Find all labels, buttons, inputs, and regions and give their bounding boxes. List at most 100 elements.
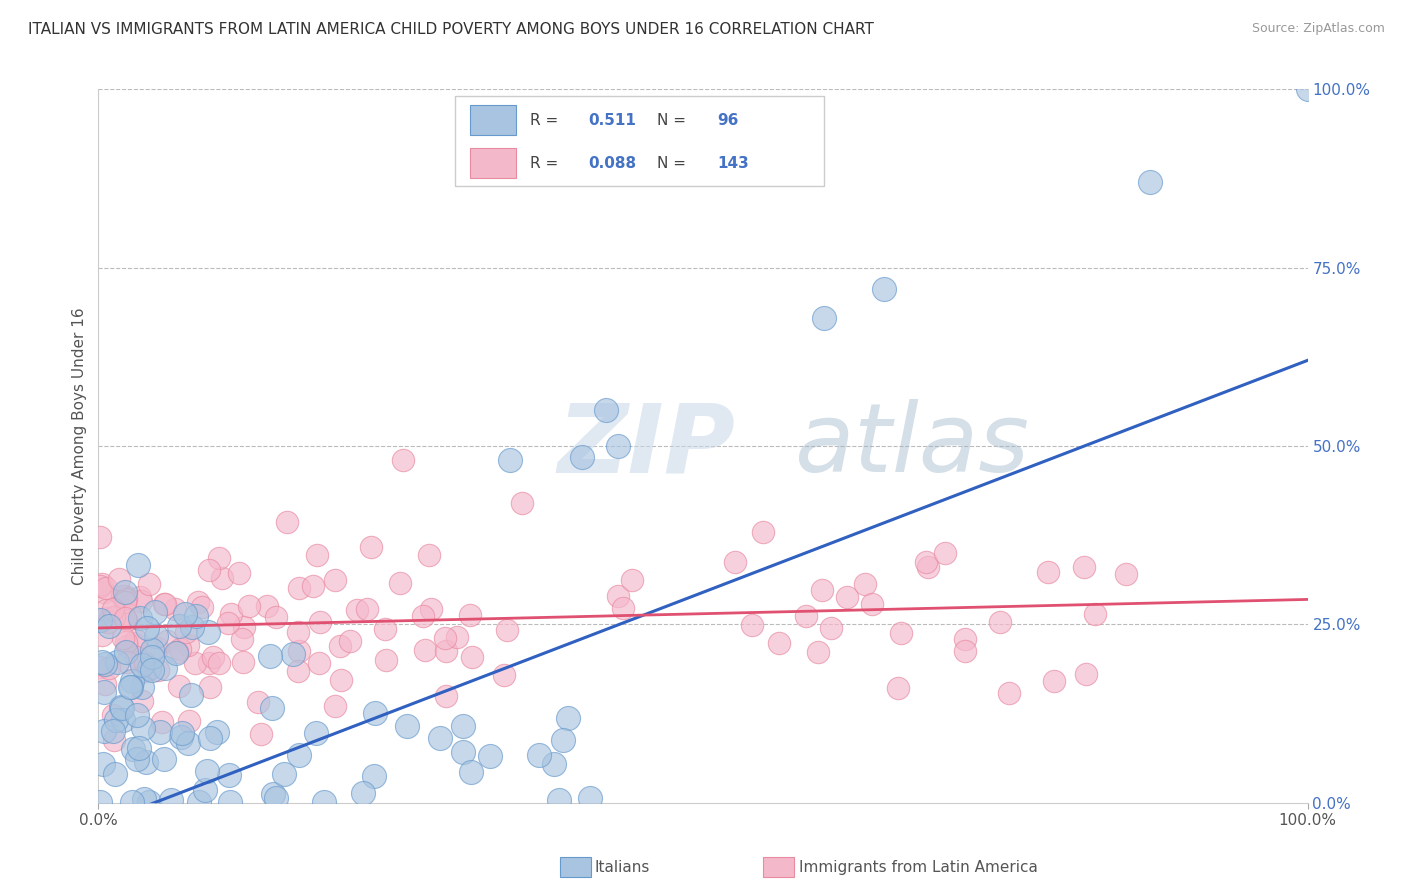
Point (232, 620, 254, 634)
Point (141, 649, 163, 664)
Point (170, 730, 193, 744)
Point (194, 782, 217, 797)
Point (134, 792, 156, 806)
Point (145, 629, 167, 643)
Point (160, 792, 183, 806)
Point (249, 726, 271, 740)
Point (752, 524, 775, 539)
Point (91, 655, 114, 669)
Point (527, 747, 550, 762)
Point (256, 599, 278, 614)
Point (391, 453, 413, 467)
Point (606, 589, 628, 603)
Point (364, 706, 387, 720)
Point (170, 725, 193, 739)
Point (115, 639, 138, 653)
Point (460, 764, 482, 779)
Point (915, 556, 938, 570)
Point (141, 642, 163, 657)
Point (177, 638, 200, 652)
Point (287, 625, 309, 640)
Point (104, 713, 127, 727)
Point (97, 615, 120, 629)
Point (188, 795, 211, 809)
Point (374, 623, 396, 637)
Point (247, 694, 270, 708)
Point (114, 634, 136, 648)
Point (89, 613, 111, 627)
Point (356, 602, 378, 616)
Point (820, 621, 842, 635)
Point (219, 607, 242, 621)
Point (115, 655, 138, 669)
Point (112, 631, 135, 645)
Point (197, 656, 219, 670)
Point (108, 572, 131, 586)
Point (955, 632, 977, 646)
Point (93, 724, 115, 739)
Point (134, 755, 156, 769)
Point (418, 549, 440, 563)
Point (1139, 175, 1161, 189)
Point (101, 708, 124, 723)
Point (183, 656, 205, 670)
Point (141, 663, 163, 677)
Text: 96: 96 (717, 113, 740, 128)
Point (98, 661, 121, 675)
Point (259, 649, 281, 664)
Point (813, 310, 835, 325)
Text: N =: N = (657, 156, 690, 170)
Point (264, 609, 287, 624)
Point (434, 631, 457, 645)
Point (180, 620, 202, 634)
Point (363, 769, 385, 783)
Point (276, 515, 298, 529)
Point (741, 618, 763, 632)
Point (434, 643, 457, 657)
Point (143, 606, 166, 620)
Point (571, 450, 593, 464)
Point (146, 663, 169, 677)
Point (346, 603, 368, 617)
Point (111, 590, 134, 604)
Point (131, 594, 153, 608)
Point (860, 597, 883, 611)
Point (146, 641, 169, 656)
Point (1036, 565, 1059, 579)
Point (228, 566, 250, 580)
Point (557, 711, 579, 725)
Point (198, 731, 221, 746)
Text: Italians: Italians (595, 860, 650, 874)
Point (305, 725, 328, 739)
Point (115, 592, 138, 607)
Point (97, 619, 120, 633)
Point (273, 767, 295, 781)
Point (127, 558, 149, 573)
Point (173, 607, 195, 621)
FancyBboxPatch shape (470, 148, 516, 178)
Point (121, 680, 143, 694)
Point (114, 589, 136, 603)
Point (93, 685, 115, 699)
Point (93, 585, 115, 599)
Point (288, 747, 311, 762)
Point (118, 608, 141, 623)
Point (107, 655, 129, 669)
Point (288, 644, 311, 658)
Text: Immigrants from Latin America: Immigrants from Latin America (799, 860, 1038, 874)
Point (103, 610, 125, 624)
Point (352, 786, 374, 800)
Text: 0.511: 0.511 (588, 113, 636, 128)
Point (174, 624, 197, 639)
Point (152, 752, 174, 766)
FancyBboxPatch shape (456, 96, 824, 186)
Point (155, 597, 177, 611)
Point (121, 673, 143, 688)
Point (543, 756, 565, 771)
Point (150, 714, 173, 729)
Point (218, 768, 240, 782)
Point (219, 795, 242, 809)
Point (494, 668, 516, 682)
Point (93, 757, 115, 772)
Point (396, 719, 419, 733)
